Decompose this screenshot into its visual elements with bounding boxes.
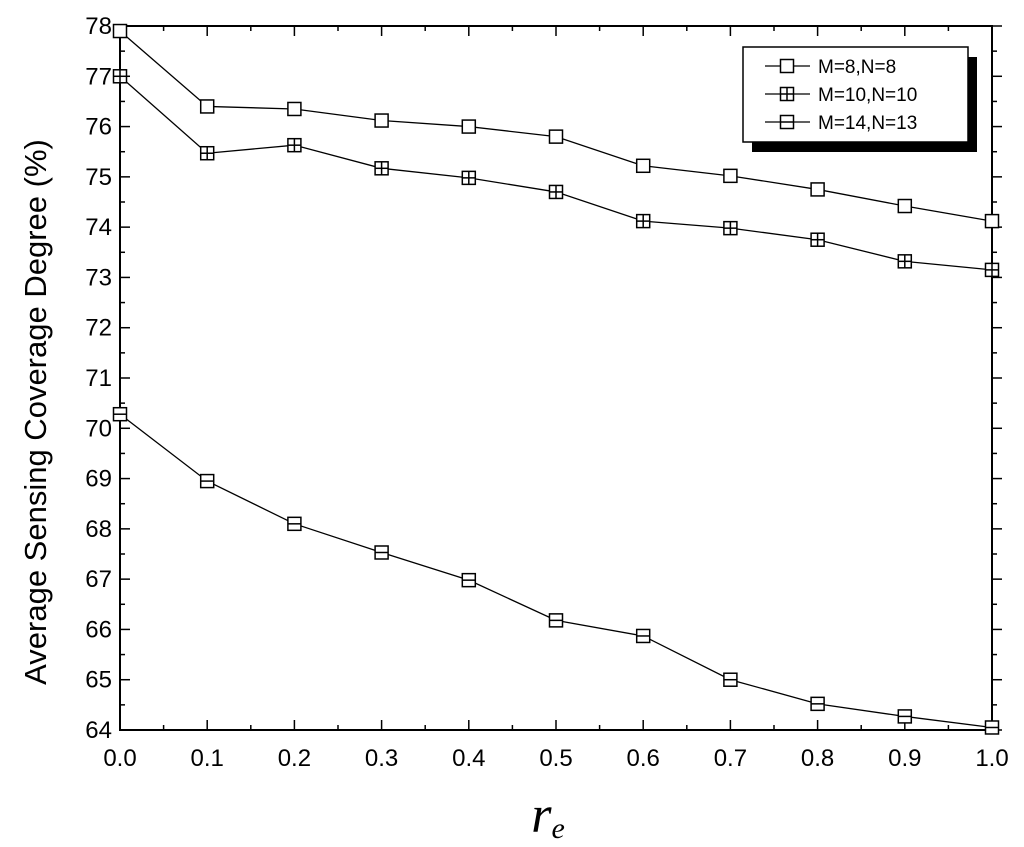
- series-2: [112, 69, 1000, 278]
- x-tick-label: 0.2: [278, 745, 311, 772]
- y-tick-label: 69: [85, 466, 112, 493]
- x-axis-label: re: [531, 787, 565, 845]
- data-point: [635, 628, 651, 644]
- legend-marker: [779, 58, 795, 74]
- data-point: [112, 406, 128, 422]
- y-tick-label: 64: [85, 717, 112, 744]
- y-tick-label: 76: [85, 114, 112, 141]
- y-tick-label: 68: [85, 516, 112, 543]
- data-point: [810, 182, 825, 197]
- x-tick-label: 0.4: [452, 745, 485, 772]
- x-tick-label: 0.7: [714, 745, 747, 772]
- data-point: [112, 69, 128, 84]
- marker-square: [723, 168, 738, 184]
- x-tick-label: 0.3: [365, 745, 398, 772]
- legend-marker: [779, 86, 795, 102]
- data-point: [287, 516, 302, 532]
- marker-square: [635, 158, 651, 174]
- x-tick-label: 0.1: [191, 745, 224, 772]
- data-point: [461, 170, 477, 186]
- legend-entry: M=10,N=10: [765, 85, 917, 106]
- data-point: [723, 168, 738, 184]
- data-point: [810, 696, 825, 712]
- y-tick-label: 77: [85, 63, 112, 90]
- data-point: [461, 119, 477, 134]
- data-point: [548, 184, 564, 200]
- marker-square: [548, 129, 564, 144]
- marker-square: [461, 119, 477, 134]
- data-point: [897, 198, 913, 214]
- series-line: [119, 413, 993, 729]
- data-point: [723, 672, 738, 687]
- marker-square: [810, 182, 825, 197]
- marker-square: [374, 113, 389, 128]
- y-tick-label: 78: [85, 13, 112, 40]
- data-point: [984, 262, 1000, 278]
- legend-entry: M=14,N=13: [765, 113, 917, 134]
- x-tick-label: 1.0: [975, 745, 1008, 772]
- data-point: [461, 572, 477, 588]
- x-tick-label: 0.0: [103, 745, 136, 772]
- y-axis-label: Average Sensing Coverage Degree (%): [18, 139, 53, 685]
- data-point: [548, 613, 564, 628]
- data-point: [374, 113, 389, 128]
- marker-square: [287, 101, 302, 117]
- marker-square: [112, 23, 128, 39]
- x-tick-label: 0.6: [627, 745, 660, 772]
- marker-square: [897, 198, 913, 214]
- data-point: [287, 137, 302, 153]
- x-tick-label: 0.9: [888, 745, 921, 772]
- ticks: [119, 25, 1002, 731]
- data-point: [199, 145, 215, 161]
- data-point: [374, 545, 389, 560]
- y-tick-label: 70: [85, 415, 112, 442]
- data-point: [723, 220, 738, 236]
- series-3: [112, 406, 1000, 735]
- data-point: [548, 129, 564, 144]
- y-tick-label: 72: [85, 315, 112, 342]
- data-point: [635, 158, 651, 174]
- x-axis-label-main: r: [531, 787, 552, 844]
- data-point: [984, 720, 1000, 735]
- x-axis-label-subscript: e: [551, 812, 564, 845]
- data-point: [984, 213, 1000, 229]
- data-point: [374, 161, 389, 176]
- marker-square: [199, 99, 215, 114]
- y-tick-label: 75: [85, 164, 112, 191]
- y-tick-label: 71: [85, 365, 112, 392]
- x-tick-label: 0.5: [539, 745, 572, 772]
- y-tick-label: 73: [85, 264, 112, 291]
- marker-square: [984, 213, 1000, 229]
- y-tick-label: 66: [85, 616, 112, 643]
- data-point: [287, 101, 302, 117]
- data-point: [897, 254, 913, 269]
- data-point: [810, 232, 825, 247]
- y-tick-label: 74: [85, 214, 112, 241]
- marker-square: [779, 58, 795, 74]
- series-1: [112, 23, 1000, 229]
- tick-labels: 0.0 0.1 0.2 0.3 0.4 0.5 0.6 0.7 0.8 0.9 1.0 64 65 66 6…: [85, 13, 1008, 772]
- series-layer: [112, 23, 1000, 735]
- y-tick-label: 65: [85, 667, 112, 694]
- legend-label: M=8,N=8: [818, 57, 896, 78]
- data-point: [199, 473, 215, 489]
- data-point: [112, 23, 128, 39]
- y-tick-label: 67: [85, 566, 112, 593]
- data-point: [199, 99, 215, 114]
- legend-marker: [779, 114, 795, 130]
- legend-entry: M=8,N=8: [765, 57, 896, 78]
- legend: M=8,N=8 M=10,N=10 M=14,N=13: [742, 46, 977, 152]
- legend-label: M=10,N=10: [818, 85, 917, 106]
- legend-label: M=14,N=13: [818, 113, 917, 134]
- data-point: [635, 213, 651, 229]
- data-point: [897, 709, 913, 724]
- x-tick-label: 0.8: [801, 745, 834, 772]
